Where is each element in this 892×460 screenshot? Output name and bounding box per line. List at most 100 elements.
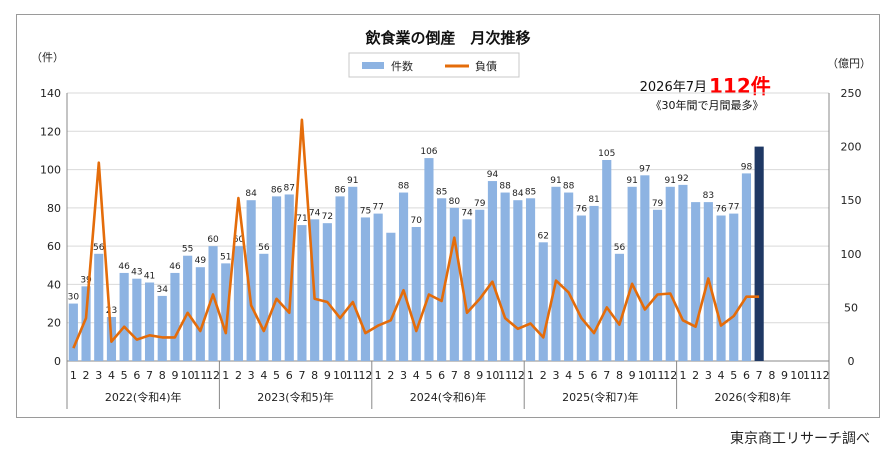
bar (271, 196, 282, 361)
bar (348, 186, 358, 361)
month-label: 4 (718, 369, 725, 382)
bar (322, 223, 332, 361)
bar (576, 215, 586, 361)
bar-label: 43 (131, 268, 142, 278)
bar (475, 209, 485, 361)
month-label: 8 (159, 369, 166, 382)
bar (462, 219, 472, 361)
bar (602, 160, 612, 361)
month-label: 3 (248, 369, 255, 382)
bar (335, 196, 345, 361)
bar-label: 87 (284, 183, 295, 193)
bar-label: 34 (157, 285, 169, 295)
bar-label: 74 (309, 208, 321, 218)
month-label: 11 (193, 369, 207, 382)
bar (94, 253, 104, 361)
month-label: 6 (286, 369, 293, 382)
bar (691, 202, 701, 361)
month-label: 5 (273, 369, 280, 382)
month-label: 3 (552, 369, 559, 382)
right-axis-tick-label: 250 (841, 87, 862, 100)
month-label: 7 (603, 369, 610, 382)
month-label: 4 (413, 369, 420, 382)
right-axis-tick-label: 200 (841, 141, 862, 154)
callout-value: 112件 (709, 74, 771, 98)
bar-label: 86 (271, 185, 283, 195)
right-axis-tick-label: 0 (848, 355, 855, 368)
month-label: 2 (540, 369, 547, 382)
bar-label: 30 (68, 293, 80, 303)
bar (716, 215, 726, 361)
bar (678, 184, 688, 361)
month-label: 12 (663, 369, 677, 382)
bar-label: 83 (703, 191, 714, 201)
bar-label: 60 (233, 235, 245, 245)
month-label: 12 (816, 369, 830, 382)
month-label: 3 (400, 369, 407, 382)
bar (513, 200, 523, 361)
left-axis-tick-label: 40 (47, 278, 61, 291)
month-label: 3 (705, 369, 712, 382)
month-label: 4 (260, 369, 267, 382)
month-label: 1 (375, 369, 382, 382)
bar (144, 282, 155, 361)
month-label: 7 (451, 369, 458, 382)
right-axis-tick-label: 150 (841, 194, 862, 207)
bar-label: 41 (144, 272, 155, 282)
month-label: 2 (692, 369, 699, 382)
month-label: 4 (565, 369, 572, 382)
bar (284, 194, 294, 361)
left-axis-tick-label: 120 (40, 125, 61, 138)
month-label: 6 (743, 369, 750, 382)
bar-label: 70 (411, 216, 423, 226)
bar-highlight (754, 146, 764, 361)
right-axis-tick-label: 100 (841, 248, 862, 261)
callout-prefix: 2026年7月 (640, 80, 707, 95)
bar (81, 286, 91, 361)
right-axis-ticks: 0 50 100 150 200 250 (841, 87, 862, 368)
bar-label: 55 (182, 245, 193, 255)
plot-grid (66, 92, 830, 362)
left-axis-tick-label: 20 (47, 317, 61, 330)
bar-label: 91 (665, 176, 676, 186)
chart-frame: 飲食業の倒産 月次推移 （件） （億円） 件数 負債 2026年7月 112件 … (16, 14, 880, 418)
bar-label: 98 (741, 162, 753, 172)
year-label: 2022(令和4)年 (105, 390, 182, 404)
bar-label: 46 (169, 262, 181, 272)
bar-label: 62 (538, 231, 549, 241)
left-axis-tick-label: 140 (40, 87, 61, 100)
bar-label: 74 (461, 208, 473, 218)
left-axis-tick-label: 60 (47, 240, 61, 253)
bar-label: 88 (563, 182, 575, 192)
bar-label: 56 (93, 243, 105, 253)
bar-label: 46 (118, 262, 130, 272)
month-label: 1 (679, 369, 686, 382)
callout-note: 《30年間で月間最多》 (651, 98, 764, 112)
year-label: 2023(令和5)年 (257, 390, 334, 404)
source-credit: 東京商工リサーチ調べ (730, 431, 870, 447)
month-label: 8 (311, 369, 318, 382)
bar (665, 186, 675, 361)
left-axis-tick-label: 100 (40, 164, 61, 177)
bar-label: 88 (499, 182, 511, 192)
bar-label: 23 (106, 306, 117, 316)
month-label: 9 (629, 369, 636, 382)
bar-label: 105 (598, 149, 615, 159)
bar (525, 198, 536, 361)
bar (195, 267, 205, 361)
month-label: 12 (358, 369, 372, 382)
bar-label: 91 (626, 176, 637, 186)
bar-label: 77 (372, 203, 383, 213)
month-label: 5 (730, 369, 737, 382)
bar (614, 253, 625, 361)
legend-swatch-count (362, 62, 384, 69)
bar-label: 84 (245, 189, 257, 199)
month-label: 9 (476, 369, 483, 382)
callout: 2026年7月 112件 《30年間で月間最多》 (640, 74, 771, 112)
left-axis-ticks: 0 20 40 60 80 100 120 140 (40, 87, 61, 368)
bar-label: 86 (334, 185, 346, 195)
bar-label: 39 (80, 275, 92, 285)
month-label: 10 (790, 369, 804, 382)
line-series (72, 118, 760, 349)
bar-label: 91 (347, 176, 358, 186)
